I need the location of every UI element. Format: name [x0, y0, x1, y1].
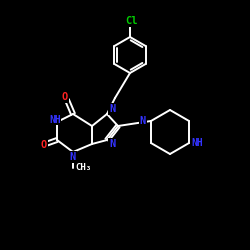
Text: CH₃: CH₃ — [75, 164, 91, 172]
Text: Cl: Cl — [126, 16, 138, 26]
Text: N: N — [109, 104, 115, 114]
Text: O: O — [41, 140, 47, 150]
Text: NH: NH — [49, 115, 61, 125]
Text: N: N — [109, 139, 115, 149]
Text: NH: NH — [191, 138, 203, 148]
Text: N: N — [140, 116, 146, 126]
Text: N: N — [70, 152, 76, 162]
Text: O: O — [62, 92, 68, 102]
